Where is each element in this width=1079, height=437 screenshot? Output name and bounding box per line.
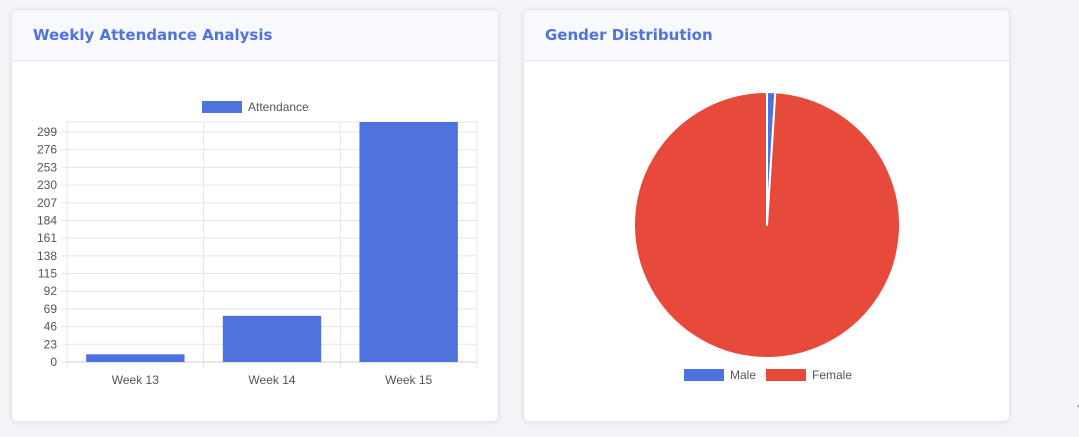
attendance-card-header: Weekly Attendance Analysis <box>12 10 498 61</box>
bar-week-13 <box>86 354 185 362</box>
gender-card-header: Gender Distribution <box>524 10 1009 61</box>
y-tick-label: 299 <box>37 125 57 139</box>
attendance-bar-chart: 0 23 46 69 92 115 138 161 184 207 230 253 276 299 Week… <box>37 100 478 387</box>
y-tick-label: 69 <box>44 302 58 316</box>
legend-label-attendance: Attendance <box>248 100 309 114</box>
legend-swatch-attendance <box>202 101 242 113</box>
gender-card-body: Male Female <box>524 61 1009 421</box>
edge-glyph: ' <box>1077 404 1079 415</box>
x-tick-label: Week 13 <box>112 373 159 387</box>
legend-swatch-male <box>684 369 724 381</box>
y-tick-label: 253 <box>37 160 57 174</box>
attendance-card: Weekly Attendance Analysis 0 23 46 69 92 115 1… <box>11 9 499 422</box>
bar-week-15 <box>359 122 458 362</box>
y-tick-label: 138 <box>37 249 57 263</box>
attendance-card-body: 0 23 46 69 92 115 138 161 184 207 230 253 276 299 Week… <box>12 61 498 421</box>
gender-card-title: Gender Distribution <box>545 26 713 44</box>
x-tick-label: Week 14 <box>248 373 295 387</box>
legend-swatch-female <box>766 369 806 381</box>
legend-label-female: Female <box>812 368 852 382</box>
pie-slice-female <box>633 91 901 359</box>
x-tick-label: Week 15 <box>385 373 432 387</box>
y-tick-label: 161 <box>37 231 57 245</box>
pie-legend: Male Female <box>684 368 852 382</box>
y-tick-label: 276 <box>37 143 57 157</box>
y-tick-label: 46 <box>44 320 58 334</box>
attendance-card-title: Weekly Attendance Analysis <box>33 26 273 44</box>
bar-legend: Attendance <box>202 100 309 114</box>
gender-card: Gender Distribution Male Female <box>523 9 1010 422</box>
gender-pie-chart: Male Female <box>633 91 901 382</box>
bar-week-14 <box>222 315 322 362</box>
y-tick-label: 184 <box>37 213 57 227</box>
y-tick-label: 115 <box>38 267 57 281</box>
y-tick-label: 92 <box>44 284 58 298</box>
y-tick-label: 230 <box>37 178 57 192</box>
y-tick-label: 0 <box>50 355 57 369</box>
y-tick-label: 23 <box>44 337 58 351</box>
y-tick-label: 207 <box>37 196 57 210</box>
legend-label-male: Male <box>730 368 756 382</box>
